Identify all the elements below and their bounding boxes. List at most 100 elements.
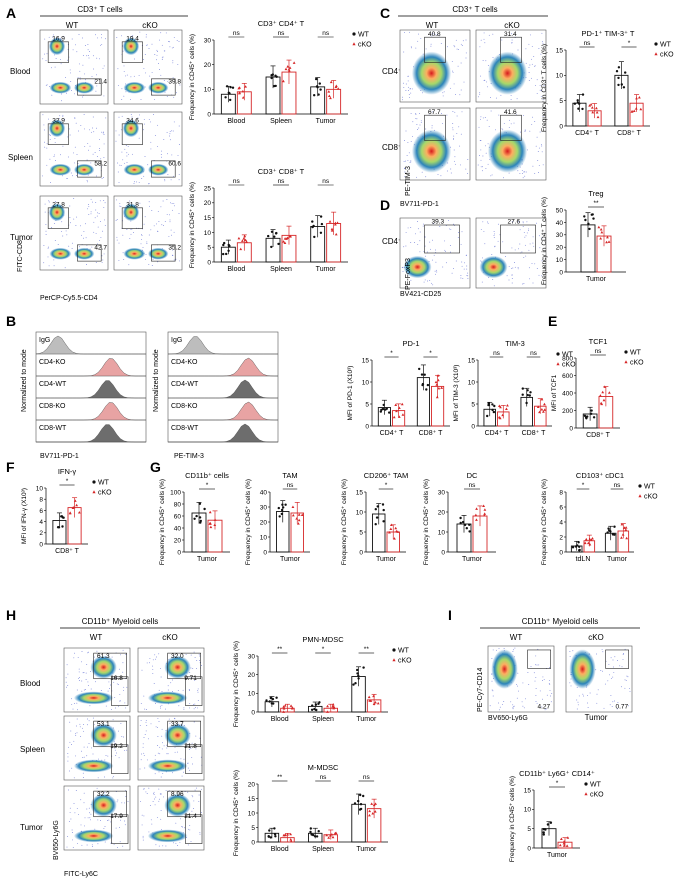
y-tick-label: 40: [260, 489, 268, 496]
data-point: [491, 403, 494, 406]
data-point: [459, 521, 462, 525]
data-point: [281, 503, 284, 506]
gate-frequency: 31.4: [504, 31, 517, 38]
y-tick-label: 10: [356, 509, 364, 516]
y-tick-label: 0: [559, 269, 563, 276]
data-point: [437, 386, 441, 390]
data-point: [371, 811, 375, 815]
data-point: [540, 407, 544, 411]
data-point: [571, 546, 575, 549]
data-point: [600, 230, 604, 234]
data-point: [607, 391, 611, 394]
data-point: [315, 708, 318, 712]
data-point: [268, 700, 271, 703]
data-point: [376, 701, 380, 705]
y-tick-label: 15: [362, 357, 370, 364]
data-point: [376, 505, 379, 508]
y-tick-label: 5: [527, 826, 531, 833]
data-point: [331, 835, 335, 839]
data-point: [474, 513, 478, 517]
data-point: [313, 235, 316, 239]
data-point: [359, 803, 363, 806]
data-point: [599, 401, 603, 405]
data-point: [237, 236, 241, 240]
data-point: [327, 836, 331, 839]
x-tick-label: Tumor: [356, 716, 377, 723]
panel-d-row-cd4: CD4⁺ T: [382, 237, 409, 246]
y-axis-label: Frequency in CD45⁺ cells (%): [423, 479, 430, 565]
data-point: [637, 95, 641, 99]
data-point: [195, 514, 198, 518]
data-point: [525, 401, 528, 405]
data-point: [435, 383, 439, 386]
data-point: [240, 239, 244, 242]
chart-dc: 0 10 20 30 DC Frequency in CD45⁺ cells (%) Tum…: [423, 471, 496, 565]
data-point: [367, 695, 371, 699]
data-point: [465, 527, 468, 530]
data-point: [506, 403, 509, 407]
data-point: [591, 536, 594, 540]
data-point: [60, 515, 63, 518]
data-point: [596, 115, 600, 119]
chart-cd11b: 0 20 40 60 80 100 CD11b⁺ cells Frequency in CD4…: [159, 471, 230, 565]
panel-a-header: CD3⁺ T cells: [77, 5, 122, 14]
data-point: [326, 704, 329, 708]
y-tick-label: 15: [524, 787, 532, 794]
chart-cd206-tam: 0 5 10 15 CD206⁺ TAM Frequency in CD45⁺ cells…: [341, 471, 408, 565]
chart-title: M-MDSC: [308, 763, 339, 772]
data-point: [270, 74, 273, 77]
x-tick-label: Spleen: [312, 716, 334, 723]
data-point: [283, 704, 287, 707]
data-point: [311, 704, 314, 707]
data-point: [620, 536, 623, 539]
data-point: [590, 106, 594, 109]
data-point: [483, 508, 487, 511]
data-point: [330, 833, 334, 836]
data-point: [273, 827, 276, 830]
data-point: [291, 505, 295, 509]
gate-frequency: 4.27: [538, 704, 551, 711]
y-tick-label: 15: [248, 796, 256, 803]
legend-label: WT: [590, 782, 602, 789]
panel-d-flow-1: 27.6: [475, 217, 547, 289]
data-point: [280, 512, 283, 516]
data-point: [536, 405, 540, 408]
panel-h-flow-2-0: 32.2 17.9: [63, 785, 131, 851]
data-point: [328, 220, 332, 223]
x-tick-label: Tumor: [607, 556, 628, 563]
legend-label: cKO: [562, 362, 576, 369]
histogram-label: IgG: [39, 337, 50, 344]
y-tick-label: 0: [251, 839, 255, 846]
data-point: [615, 70, 619, 73]
data-point: [275, 696, 278, 699]
panel-a-flow-0-0: 16.9 21.4: [39, 29, 109, 105]
y-tick-label: 4: [39, 519, 43, 526]
significance-label: ns: [233, 178, 241, 185]
panel-h-flow-2-1: 8.96 21.4: [137, 785, 205, 851]
panel-a-row-spleen: Spleen: [8, 153, 33, 162]
chart-pd1-tim3: 0 5 10 15 PD-1⁺ TIM-3⁺ T Frequency in CD3⁺ T …: [541, 29, 674, 137]
histogram-cd4-wt: [168, 379, 278, 399]
data-point: [354, 682, 357, 685]
gate-frequency: 67.7: [428, 109, 441, 116]
significance-label: **: [364, 646, 370, 653]
data-point: [588, 543, 592, 546]
data-point: [277, 506, 280, 510]
panel-c-header: CD3⁺ T cells: [452, 5, 497, 14]
data-point: [394, 403, 398, 406]
data-point: [591, 213, 594, 216]
data-point: [482, 504, 486, 507]
data-point: [374, 700, 377, 704]
data-point: [357, 677, 360, 680]
data-point: [282, 710, 286, 713]
gate-frequency: 53.1: [97, 721, 110, 728]
data-point: [499, 405, 502, 409]
data-point: [482, 514, 486, 517]
panel-a-axis-y: FITC-CD8: [17, 240, 24, 272]
data-point: [290, 706, 294, 709]
data-point: [287, 235, 291, 238]
y-tick-label: 0: [569, 425, 573, 432]
significance-label: ns: [233, 30, 241, 37]
data-point: [468, 530, 471, 533]
